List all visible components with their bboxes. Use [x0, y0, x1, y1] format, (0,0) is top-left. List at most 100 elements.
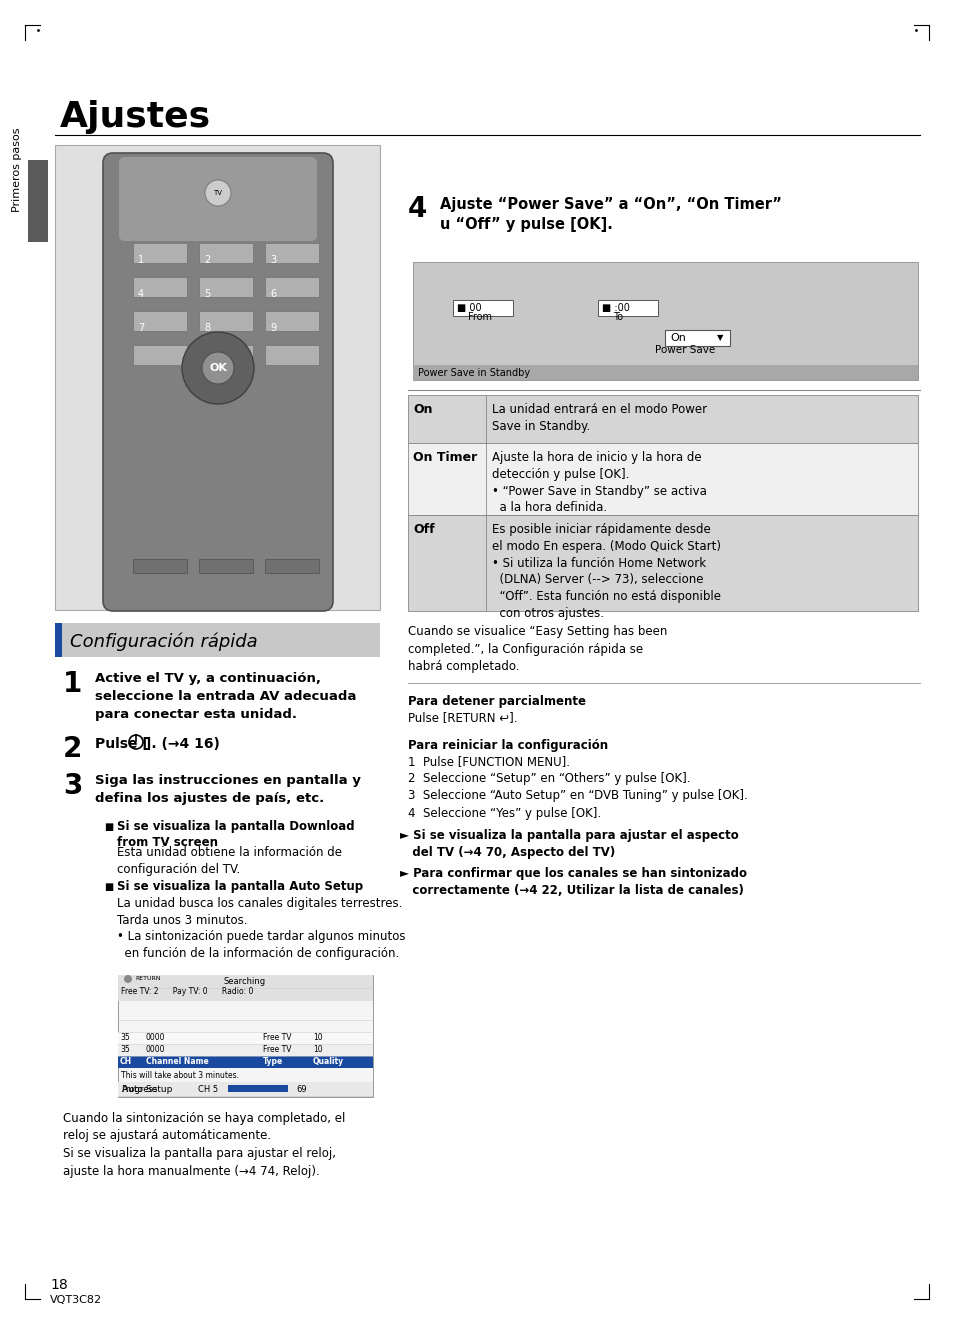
Text: Progress: Progress: [121, 1084, 157, 1094]
Text: Searching: Searching: [224, 977, 266, 986]
Bar: [132, 559, 187, 573]
Text: 1: 1: [63, 670, 82, 698]
Bar: [28, 160, 48, 242]
Text: 7: 7: [138, 323, 144, 334]
Bar: [413, 262, 917, 380]
Text: Para detener parcialmente: Para detener parcialmente: [408, 695, 585, 708]
Text: ]. (→4 16): ]. (→4 16): [145, 737, 219, 751]
Bar: [408, 515, 917, 610]
Text: RETURN: RETURN: [135, 977, 160, 981]
Bar: [413, 365, 917, 380]
FancyBboxPatch shape: [103, 154, 333, 610]
Bar: [55, 146, 379, 610]
Text: 0000: 0000: [146, 1034, 165, 1042]
Text: Ajustes: Ajustes: [60, 101, 211, 134]
Text: Quality: Quality: [313, 1058, 344, 1067]
Circle shape: [182, 332, 253, 404]
Text: Type: Type: [263, 1058, 283, 1067]
Circle shape: [124, 974, 132, 982]
Text: Auto Setup: Auto Setup: [122, 1086, 172, 1095]
Text: Power Save: Power Save: [654, 346, 715, 355]
Text: CH 5: CH 5: [198, 1084, 218, 1094]
Text: Si se visualiza la pantalla Auto Setup: Si se visualiza la pantalla Auto Setup: [117, 880, 363, 892]
Text: On Timer: On Timer: [413, 451, 476, 463]
Bar: [228, 1084, 288, 1092]
Bar: [132, 311, 187, 331]
Bar: [664, 330, 729, 346]
Text: CH: CH: [120, 1058, 132, 1067]
Bar: [118, 1082, 373, 1098]
Text: Free TV: Free TV: [263, 1046, 292, 1054]
Text: Es posible iniciar rápidamente desde
el modo En espera. (Modo Quick Start)
• Si : Es posible iniciar rápidamente desde el …: [492, 523, 720, 620]
Text: 6: 6: [270, 289, 275, 299]
Text: Si se visualiza la pantalla Download
from TV screen: Si se visualiza la pantalla Download fro…: [117, 820, 355, 850]
Text: ▼: ▼: [717, 334, 722, 343]
Text: 8: 8: [204, 323, 210, 334]
Text: Primeros pasos: Primeros pasos: [12, 127, 22, 212]
Bar: [265, 244, 318, 263]
Text: Free TV: 2      Pay TV: 0      Radio: 0: Free TV: 2 Pay TV: 0 Radio: 0: [121, 988, 253, 997]
Text: Esta unidad obtiene la información de
configuración del TV.: Esta unidad obtiene la información de co…: [117, 846, 341, 875]
Text: On: On: [413, 402, 432, 416]
Text: 2: 2: [204, 256, 210, 265]
Bar: [199, 559, 253, 573]
Text: VQT3C82: VQT3C82: [50, 1295, 102, 1305]
Bar: [598, 301, 658, 316]
Bar: [132, 244, 187, 263]
Text: Channel Name: Channel Name: [146, 1058, 209, 1067]
Text: 9: 9: [270, 323, 275, 334]
Text: 1  Pulse [FUNCTION MENU].
2  Seleccione “Setup” en “Others” y pulse [OK].
3  Sel: 1 Pulse [FUNCTION MENU]. 2 Seleccione “S…: [408, 755, 747, 820]
Text: 69: 69: [295, 1084, 306, 1094]
Text: Para reiniciar la configuración: Para reiniciar la configuración: [408, 739, 607, 752]
Text: ► Para confirmar que los canales se han sintonizado
   correctamente (→4 22, Uti: ► Para confirmar que los canales se han …: [399, 867, 746, 896]
Text: ► Si se visualiza la pantalla para ajustar el aspecto
   del TV (→4 70, Aspecto : ► Si se visualiza la pantalla para ajust…: [399, 829, 738, 859]
Text: 3: 3: [270, 256, 275, 265]
Text: Ajuste la hora de inicio y la hora de
detección y pulse [OK].
• “Power Save in S: Ajuste la hora de inicio y la hora de de…: [492, 451, 706, 515]
Text: To: To: [613, 312, 622, 322]
Text: Cuando se visualice “Easy Setting has been
completed.”, la Configuración rápida : Cuando se visualice “Easy Setting has be…: [408, 625, 667, 673]
Bar: [132, 346, 187, 365]
Text: Power Save in Standby: Power Save in Standby: [417, 368, 530, 377]
Text: ■: ■: [104, 882, 113, 892]
Circle shape: [205, 180, 231, 207]
FancyBboxPatch shape: [119, 158, 316, 241]
Bar: [265, 311, 318, 331]
Text: 4: 4: [138, 289, 144, 299]
Bar: [199, 346, 253, 365]
Text: Configuración rápida: Configuración rápida: [70, 633, 257, 651]
Bar: [408, 395, 917, 444]
Text: La unidad busca los canales digitales terrestres.
Tarda unos 3 minutos.
• La sin: La unidad busca los canales digitales te…: [117, 896, 405, 960]
Bar: [132, 277, 187, 297]
Text: Free TV: Free TV: [263, 1034, 292, 1042]
Bar: [118, 1045, 373, 1057]
Text: Pulse [: Pulse [: [95, 737, 149, 751]
Text: ■ 00: ■ 00: [456, 303, 481, 312]
Bar: [118, 1082, 373, 1096]
Text: 1: 1: [138, 256, 144, 265]
Bar: [265, 559, 318, 573]
Bar: [265, 346, 318, 365]
Text: 0000: 0000: [146, 1046, 165, 1054]
Text: 10: 10: [313, 1046, 322, 1054]
Bar: [199, 311, 253, 331]
Bar: [118, 1057, 373, 1068]
Text: Siga las instrucciones en pantalla y
defina los ajustes de país, etc.: Siga las instrucciones en pantalla y def…: [95, 775, 360, 805]
Bar: [199, 277, 253, 297]
Text: La unidad entrará en el modo Power
Save in Standby.: La unidad entrará en el modo Power Save …: [492, 402, 706, 433]
Bar: [118, 974, 373, 1001]
Bar: [265, 277, 318, 297]
Bar: [55, 624, 62, 657]
Circle shape: [202, 352, 233, 384]
Text: 10: 10: [313, 1034, 322, 1042]
Text: 4: 4: [408, 195, 427, 222]
Bar: [408, 444, 917, 515]
Text: Cuando la sintonización se haya completado, el
reloj se ajustará automáticamente: Cuando la sintonización se haya completa…: [63, 1112, 345, 1177]
Text: 35: 35: [120, 1034, 130, 1042]
Text: ■ :00: ■ :00: [601, 303, 629, 312]
Text: Pulse [RETURN ↩].: Pulse [RETURN ↩].: [408, 711, 517, 724]
Bar: [199, 244, 253, 263]
Text: Ajuste “Power Save” a “On”, “On Timer”
u “Off” y pulse [OK].: Ajuste “Power Save” a “On”, “On Timer” u…: [439, 197, 781, 233]
Text: 35: 35: [120, 1046, 130, 1054]
Bar: [118, 974, 373, 1098]
Text: 18: 18: [50, 1278, 68, 1292]
